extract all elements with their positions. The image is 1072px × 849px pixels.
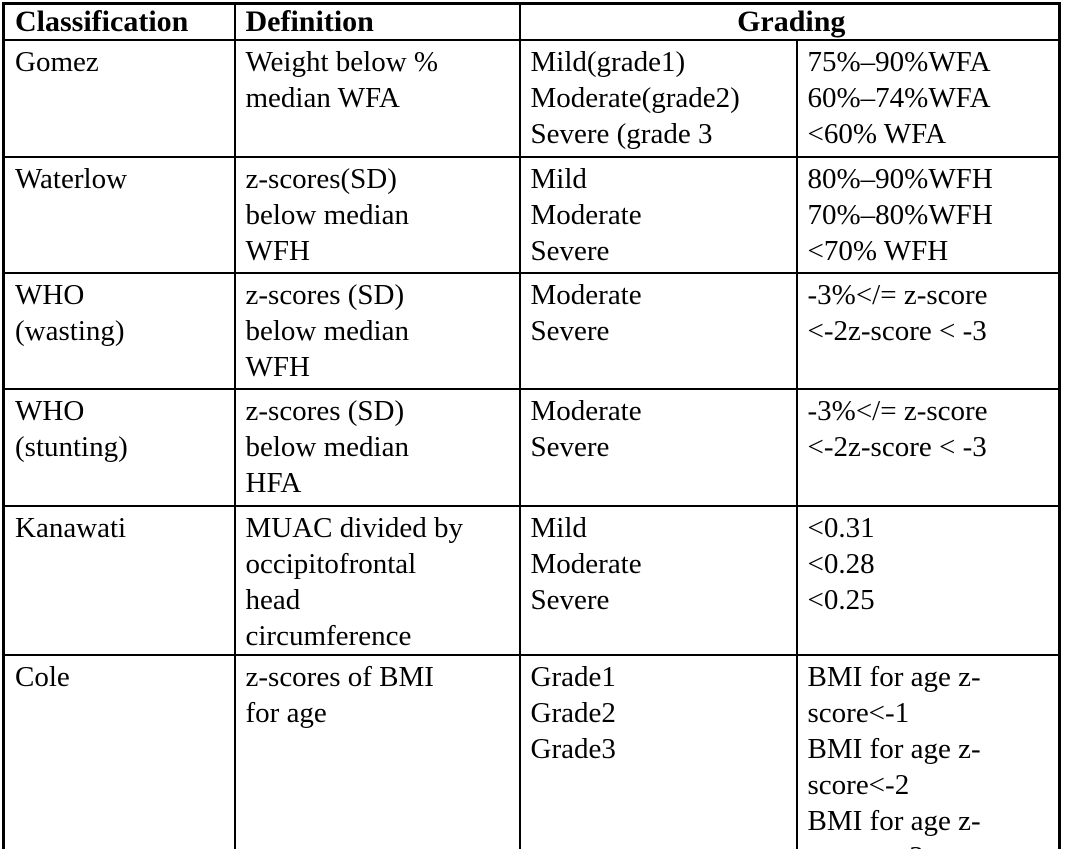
cell-criteria: -3%</= z-score <-2z-score < -3 — [795, 388, 1061, 507]
table-row-cole: Cole z-scores of BMI for age Grade1 Grad… — [2, 654, 1061, 849]
cell-criteria: 75%–90%WFA 60%–74%WFA <60% WFA — [795, 39, 1061, 158]
table-header-row: Classification Definition Grading — [2, 2, 1061, 41]
cell-classification: Kanawati — [2, 505, 236, 656]
cell-definition: z-scores (SD) below median WFH — [233, 272, 521, 390]
cell-grades: Mild(grade1) Moderate(grade2) Severe (gr… — [518, 39, 798, 158]
cell-classification: Waterlow — [2, 156, 236, 274]
cell-criteria: <0.31 <0.28 <0.25 — [795, 505, 1061, 656]
table-row-waterlow: Waterlow z-scores(SD) below median WFH M… — [2, 156, 1061, 274]
cell-criteria: BMI for age z- score<-1 BMI for age z- s… — [795, 654, 1061, 849]
header-definition: Definition — [233, 2, 521, 41]
cell-classification: WHO (stunting) — [2, 388, 236, 507]
cell-definition: z-scores (SD) below median HFA — [233, 388, 521, 507]
cell-definition: z-scores(SD) below median WFH — [233, 156, 521, 274]
cell-grades: Moderate Severe — [518, 388, 798, 507]
cell-grades: Mild Moderate Severe — [518, 505, 798, 656]
cell-grades: Grade1 Grade2 Grade3 — [518, 654, 798, 849]
cell-definition: Weight below % median WFA — [233, 39, 521, 158]
cell-classification: Gomez — [2, 39, 236, 158]
cell-criteria: 80%–90%WFH 70%–80%WFH <70% WFH — [795, 156, 1061, 274]
cell-grades: Moderate Severe — [518, 272, 798, 390]
table-row-gomez: Gomez Weight below % median WFA Mild(gra… — [2, 39, 1061, 158]
table-row-who-wasting: WHO (wasting) z-scores (SD) below median… — [2, 272, 1061, 390]
table-row-who-stunting: WHO (stunting) z-scores (SD) below media… — [2, 388, 1061, 507]
cell-definition: z-scores of BMI for age — [233, 654, 521, 849]
cell-criteria: -3%</= z-score <-2z-score < -3 — [795, 272, 1061, 390]
header-classification: Classification — [2, 2, 236, 41]
cell-classification: Cole — [2, 654, 236, 849]
cell-grades: Mild Moderate Severe — [518, 156, 798, 274]
cell-definition: MUAC divided by occipitofrontal head cir… — [233, 505, 521, 656]
header-grading: Grading — [518, 2, 1061, 41]
table-row-kanawati: Kanawati MUAC divided by occipitofrontal… — [2, 505, 1061, 656]
cell-classification: WHO (wasting) — [2, 272, 236, 390]
